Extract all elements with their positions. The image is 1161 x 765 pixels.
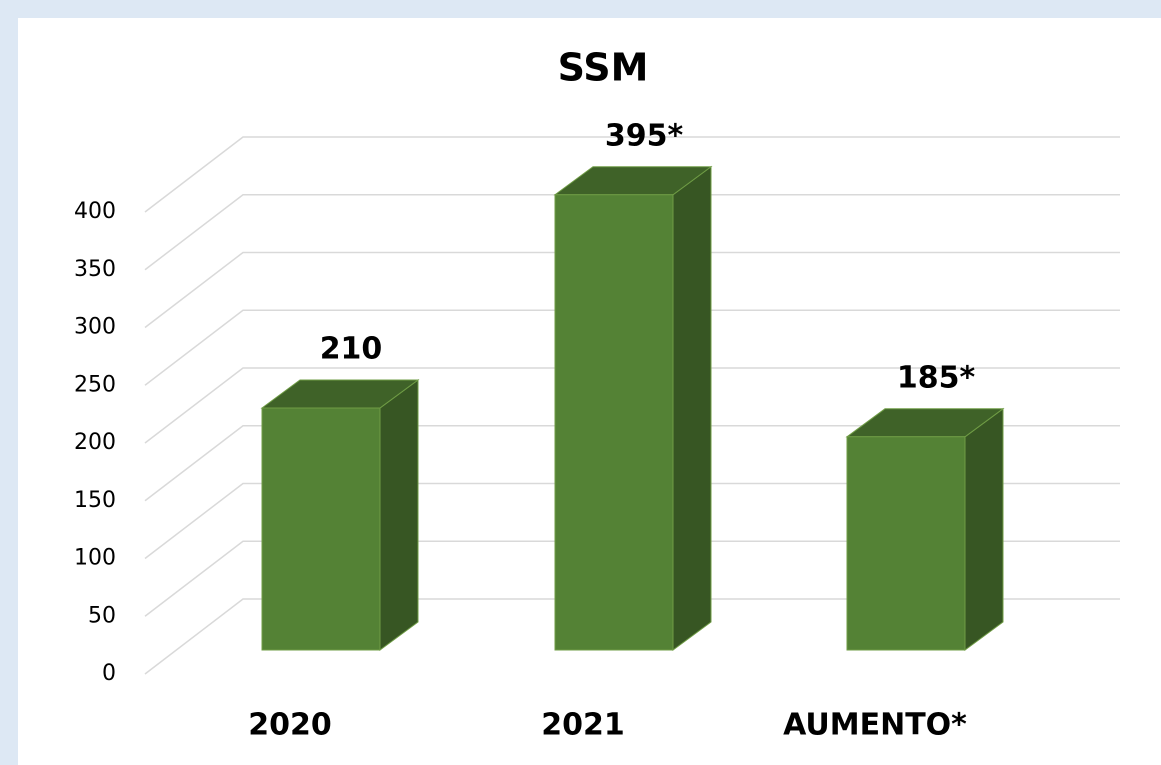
data-label: 395* <box>605 118 684 153</box>
grid-line <box>144 540 1120 617</box>
y-tick-label: 0 <box>102 661 116 686</box>
bar-face <box>964 407 1004 651</box>
x-tick-label: AUMENTO* <box>783 708 967 743</box>
y-tick-label: 100 <box>74 546 116 571</box>
data-label: 185* <box>897 360 976 395</box>
bar <box>553 165 713 651</box>
grid-line <box>144 598 1120 675</box>
grid-line <box>144 482 1120 560</box>
chart-title: SSM <box>558 46 649 90</box>
grid-line <box>144 251 1120 329</box>
bar-face <box>846 436 966 651</box>
y-tick-label: 350 <box>74 257 116 282</box>
data-label: 210 <box>320 331 383 366</box>
y-tick-label: 400 <box>74 199 116 224</box>
bar-face <box>672 165 712 651</box>
y-tick-label: 200 <box>74 430 116 455</box>
grid-line <box>144 136 1120 213</box>
bar-face <box>261 407 381 651</box>
grid-line <box>144 194 1120 271</box>
grid-line <box>144 309 1120 386</box>
y-tick-label: 50 <box>88 603 116 628</box>
bar <box>260 378 420 651</box>
y-tick-label: 150 <box>74 488 116 513</box>
bar-face <box>379 378 419 651</box>
y-tick-label: 250 <box>74 372 116 397</box>
x-tick-label: 2021 <box>541 708 625 743</box>
bar <box>845 407 1005 651</box>
x-tick-label: 2020 <box>248 708 332 743</box>
bar-face <box>554 194 674 651</box>
grid-line <box>144 425 1120 502</box>
y-tick-label: 300 <box>74 315 116 340</box>
grid-line <box>144 367 1120 444</box>
